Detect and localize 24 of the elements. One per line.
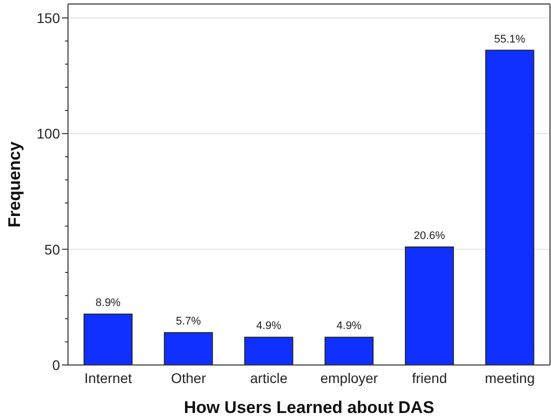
y-tick-label: 0 [52, 357, 60, 373]
x-tick-label: article [250, 370, 288, 386]
y-tick-label: 100 [36, 126, 60, 142]
bar [84, 314, 133, 365]
x-tick-label: employer [320, 370, 378, 386]
x-tick-label: Internet [84, 370, 132, 386]
x-tick-label: friend [412, 370, 448, 386]
x-axis-title: How Users Learned about DAS [184, 398, 434, 417]
bar [244, 336, 294, 365]
x-tick-label: meeting [484, 370, 535, 386]
y-axis-title: Frequency [5, 140, 24, 228]
bar [485, 50, 534, 365]
annotation: 8.9% [96, 297, 121, 310]
annotation: 5.7% [176, 316, 202, 328]
y-tick-label: 150 [36, 10, 60, 26]
annotation: 20.6% [414, 230, 446, 242]
annotation: 55.1% [494, 33, 526, 46]
annotation: 4.9% [256, 320, 282, 332]
y-tick-label: 50 [44, 241, 60, 258]
bar [324, 336, 374, 365]
annotation: 4.9% [336, 320, 362, 332]
bar [164, 332, 213, 365]
x-tick-label: Other [170, 370, 206, 386]
bar [404, 246, 454, 365]
